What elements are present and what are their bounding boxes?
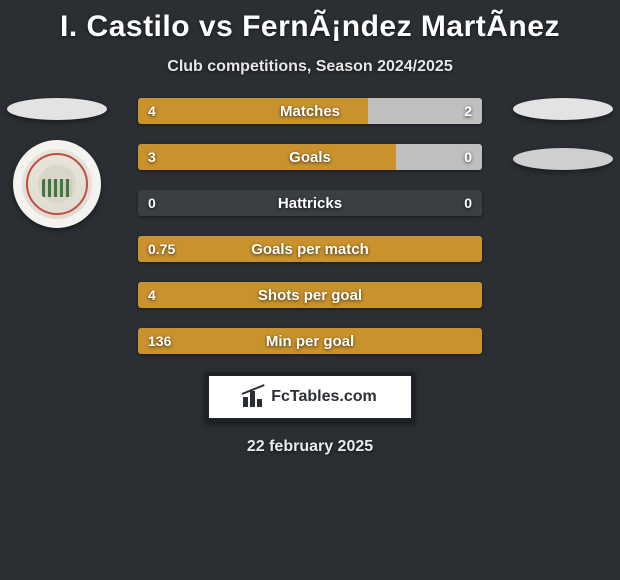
stat-label: Min per goal <box>138 328 482 354</box>
stat-row: 0.75Goals per match <box>138 236 482 262</box>
source-label: FcTables.com <box>271 388 377 406</box>
right-player-pill-1 <box>513 98 613 120</box>
stat-row: 00Hattricks <box>138 190 482 216</box>
crest-icon <box>22 149 92 219</box>
left-club-badge <box>13 140 101 228</box>
stat-label: Goals <box>138 144 482 170</box>
left-player-column <box>2 98 112 228</box>
subtitle: Club competitions, Season 2024/2025 <box>0 58 620 76</box>
chart-icon <box>243 387 265 407</box>
stat-label: Goals per match <box>138 236 482 262</box>
date-label: 22 february 2025 <box>0 438 620 456</box>
stat-label: Shots per goal <box>138 282 482 308</box>
right-player-column <box>508 98 618 170</box>
stat-label: Hattricks <box>138 190 482 216</box>
source-badge: FcTables.com <box>205 372 415 422</box>
left-player-pill <box>7 98 107 120</box>
stat-row: 42Matches <box>138 98 482 124</box>
page-title: I. Castilo vs FernÃ¡ndez MartÃ­nez <box>0 0 620 44</box>
right-player-pill-2 <box>513 148 613 170</box>
stat-row: 30Goals <box>138 144 482 170</box>
stat-bars: 42Matches 30Goals 00Hattricks 0.75Goals per… <box>138 98 482 354</box>
stat-label: Matches <box>138 98 482 124</box>
comparison-chart: 42Matches 30Goals 00Hattricks 0.75Goals per… <box>0 98 620 354</box>
stat-row: 136Min per goal <box>138 328 482 354</box>
stat-row: 4Shots per goal <box>138 282 482 308</box>
